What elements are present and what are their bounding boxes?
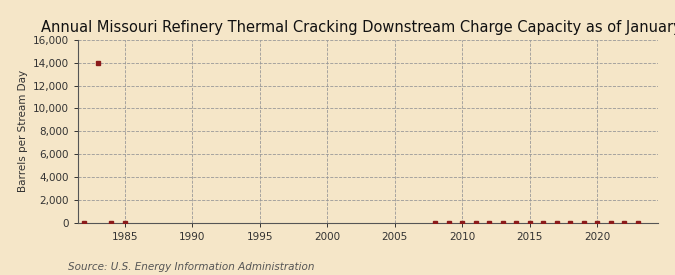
Title: Annual Missouri Refinery Thermal Cracking Downstream Charge Capacity as of Janua: Annual Missouri Refinery Thermal Crackin…: [40, 20, 675, 35]
Text: Source: U.S. Energy Information Administration: Source: U.S. Energy Information Administ…: [68, 262, 314, 272]
Y-axis label: Barrels per Stream Day: Barrels per Stream Day: [18, 70, 28, 192]
